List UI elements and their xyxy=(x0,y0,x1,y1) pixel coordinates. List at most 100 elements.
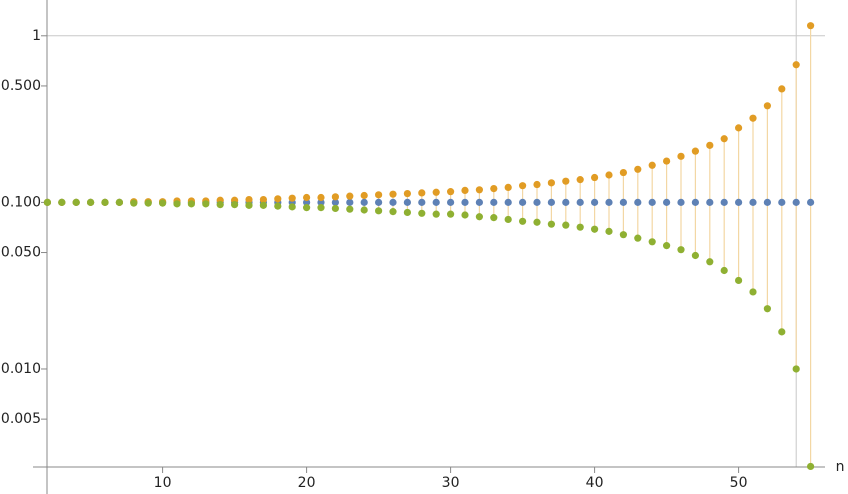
point xyxy=(504,215,512,224)
point xyxy=(303,204,311,212)
point xyxy=(389,198,397,206)
point xyxy=(605,227,613,235)
point xyxy=(346,198,354,206)
point xyxy=(619,198,628,206)
point xyxy=(533,198,541,206)
point xyxy=(418,209,426,217)
point xyxy=(634,234,642,242)
point xyxy=(159,199,167,207)
point xyxy=(389,208,397,216)
point xyxy=(706,141,714,149)
point xyxy=(648,198,656,206)
point xyxy=(475,186,483,194)
point xyxy=(749,114,757,122)
point xyxy=(576,198,584,206)
point xyxy=(403,198,411,206)
point xyxy=(490,214,498,222)
point xyxy=(331,198,339,206)
point xyxy=(101,198,109,206)
point xyxy=(749,288,757,296)
point xyxy=(115,198,123,206)
point xyxy=(418,189,426,197)
point xyxy=(763,102,772,110)
point xyxy=(562,177,570,185)
point xyxy=(202,200,210,208)
point xyxy=(231,200,239,209)
point xyxy=(360,198,368,206)
y-tick-label: 0.010 xyxy=(1,361,41,377)
point xyxy=(72,198,80,206)
x-axis-label: n xyxy=(836,459,845,475)
point xyxy=(778,328,786,336)
point xyxy=(504,183,512,192)
x-tick-label: 30 xyxy=(442,475,460,491)
point xyxy=(706,258,714,266)
point xyxy=(691,198,700,206)
point xyxy=(792,61,800,69)
point xyxy=(605,198,613,206)
point xyxy=(173,200,181,208)
point xyxy=(130,199,138,207)
point xyxy=(663,198,671,206)
point xyxy=(605,171,613,179)
point xyxy=(461,211,469,219)
point xyxy=(591,225,599,233)
point xyxy=(475,213,483,221)
point xyxy=(735,276,743,285)
point xyxy=(778,85,786,93)
point xyxy=(519,182,527,190)
point xyxy=(346,192,354,200)
point xyxy=(43,198,52,206)
point xyxy=(418,198,426,206)
point xyxy=(720,266,728,275)
point xyxy=(447,198,455,206)
point xyxy=(519,217,527,225)
point xyxy=(763,198,772,206)
point xyxy=(375,198,383,206)
point xyxy=(259,195,267,204)
point xyxy=(720,198,728,206)
point xyxy=(749,198,757,206)
y-tick-label: 0.100 xyxy=(1,194,41,210)
point xyxy=(648,238,656,246)
y-tick-label: 0.500 xyxy=(1,78,41,94)
y-tick-label: 1 xyxy=(32,28,41,44)
point xyxy=(547,179,556,187)
point xyxy=(720,135,728,143)
point xyxy=(475,198,483,206)
point xyxy=(375,207,383,215)
point xyxy=(288,203,296,211)
point xyxy=(706,198,714,206)
point xyxy=(634,198,642,206)
point xyxy=(490,184,498,193)
point xyxy=(331,193,339,201)
point xyxy=(778,198,786,206)
point xyxy=(490,198,498,206)
point xyxy=(360,191,368,200)
x-tick-label: 50 xyxy=(730,475,748,491)
point xyxy=(691,251,700,260)
point xyxy=(792,198,800,206)
point xyxy=(447,210,455,218)
point xyxy=(677,152,685,160)
point xyxy=(576,176,584,184)
point xyxy=(547,220,556,228)
point xyxy=(619,231,628,239)
x-tick-label: 10 xyxy=(154,475,172,491)
point xyxy=(735,124,743,132)
point xyxy=(533,218,541,226)
point xyxy=(547,198,556,206)
point xyxy=(259,201,267,209)
point xyxy=(663,157,671,165)
point xyxy=(461,186,469,195)
point xyxy=(245,201,253,209)
point xyxy=(216,200,224,209)
point xyxy=(274,195,282,203)
point xyxy=(187,200,195,208)
x-tick-label: 20 xyxy=(298,475,316,491)
point xyxy=(317,193,325,202)
y-tick-label: 0.005 xyxy=(1,411,41,427)
point xyxy=(346,205,354,213)
point xyxy=(735,198,743,206)
